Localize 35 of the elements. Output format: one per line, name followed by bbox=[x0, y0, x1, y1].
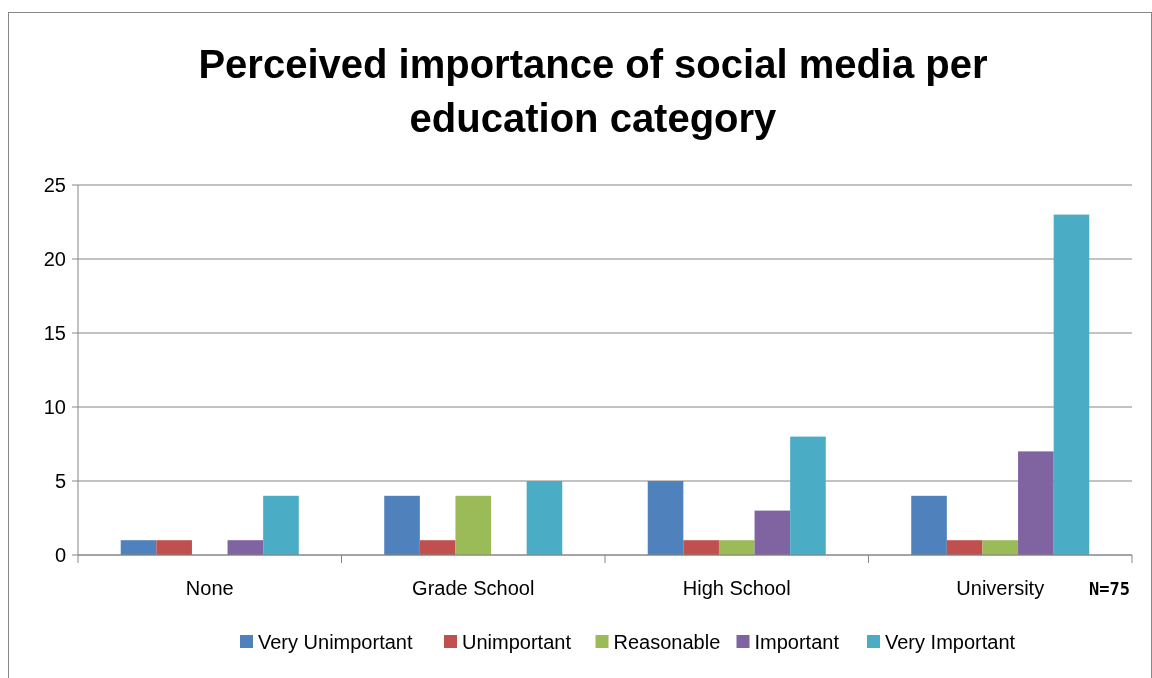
y-tick-label: 25 bbox=[43, 174, 66, 196]
x-tick-label: High School bbox=[682, 577, 791, 599]
text: N=75 bbox=[1089, 579, 1130, 599]
bar bbox=[419, 540, 456, 555]
bar bbox=[911, 495, 947, 555]
x-tick-label: None bbox=[185, 577, 234, 599]
bar bbox=[455, 495, 492, 555]
legend-label: Very Unimportant bbox=[258, 631, 413, 653]
bar bbox=[526, 481, 563, 555]
legend-label: Very Important bbox=[885, 631, 1016, 653]
bar bbox=[1018, 451, 1054, 555]
bar bbox=[384, 495, 420, 555]
y-tick-label: 5 bbox=[54, 470, 66, 492]
y-tick-label: 0 bbox=[54, 544, 66, 566]
bar bbox=[156, 540, 192, 555]
bar bbox=[263, 495, 299, 555]
bar bbox=[647, 481, 684, 555]
bar bbox=[946, 540, 983, 555]
y-tick-label: 20 bbox=[43, 248, 66, 270]
y-tick-label: 10 bbox=[43, 396, 66, 418]
chart-title: Perceived importance of social media per education category bbox=[198, 42, 988, 140]
bar bbox=[120, 540, 157, 555]
legend-label: Important bbox=[754, 631, 840, 653]
x-tick-label: Grade School bbox=[412, 577, 535, 599]
bar bbox=[790, 436, 826, 555]
legend-label: Reasonable bbox=[613, 631, 721, 653]
y-tick-label: 15 bbox=[43, 322, 66, 344]
bar bbox=[754, 510, 791, 555]
x-tick-label: University bbox=[956, 577, 1045, 599]
bar bbox=[683, 540, 719, 555]
bar bbox=[1053, 214, 1090, 555]
bar bbox=[227, 540, 264, 555]
bar bbox=[718, 540, 755, 555]
legend-label: Unimportant bbox=[462, 631, 572, 653]
bar bbox=[982, 540, 1019, 555]
